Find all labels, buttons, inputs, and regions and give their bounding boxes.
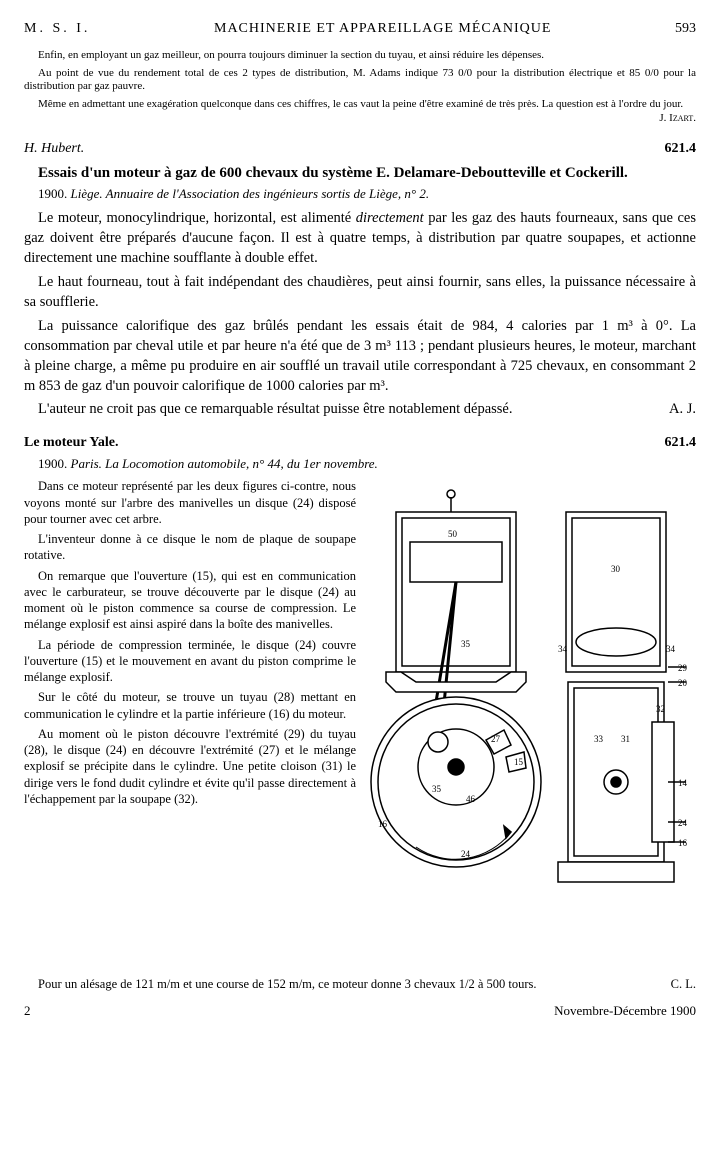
article1-p1a: Le moteur, monocylindrique, horizontal, … — [38, 210, 356, 226]
article2-code: 621.4 — [665, 434, 697, 453]
article2-citation: 1900. Paris. La Locomotion automobile, n… — [24, 455, 696, 473]
article1-cite-rest: Liège. Annuaire de l'Association des ing… — [71, 186, 430, 201]
article2-p7: Pour un alésage de 121 m/m et une course… — [24, 976, 537, 993]
page-footer: 2 Novembre-Décembre 1900 — [24, 1002, 696, 1020]
article2-head: Le moteur Yale. 621.4 — [24, 434, 696, 453]
article1-sig-line: L'auteur ne croit pas que ce remarquable… — [24, 400, 696, 420]
article2-signature: C. L. — [671, 976, 696, 993]
intro-p3: Même en admettant une exagération quelco… — [24, 98, 696, 112]
footer-right: Novembre-Décembre 1900 — [554, 1002, 696, 1020]
article1-p3: La puissance calorifique des gaz brûlés … — [24, 316, 696, 396]
label-31: 31 — [621, 734, 630, 744]
article1-cite-year: 1900. — [38, 186, 71, 201]
label-33: 33 — [594, 734, 604, 744]
intro-signature: J. Izart. — [645, 112, 696, 126]
article2-cite-rest: Paris. La Locomotion automobile, n° 44, … — [71, 456, 378, 471]
label-16: 16 — [378, 819, 388, 829]
label-15: 15 — [514, 757, 524, 767]
article1-author: H. Hubert. — [24, 140, 84, 159]
article1-signature: A. J. — [669, 400, 696, 420]
header-center: MACHINERIE ET APPAREILLAGE MÉCANIQUE — [214, 20, 551, 39]
article2-cite-year: 1900. — [38, 456, 71, 471]
article1-p1: Le moteur, monocylindrique, horizontal, … — [24, 208, 696, 268]
article2-body: 50 35 27 15 24 46 16 35 — [24, 478, 696, 992]
footer-left: 2 — [24, 1002, 31, 1020]
article2-title: Le moteur Yale. — [24, 434, 118, 453]
label-46: 46 — [466, 794, 476, 804]
label-30: 30 — [611, 564, 621, 574]
header-left: M. S. I. — [24, 20, 90, 39]
article1-title: Essais d'un moteur à gaz de 600 chevaux … — [24, 163, 696, 183]
label-20: 20 — [678, 678, 688, 688]
label-34b: 34 — [666, 644, 676, 654]
label-24a: 24 — [461, 849, 471, 859]
label-29: 29 — [678, 663, 688, 673]
intro-p2: Au point de vue du rendement total de ce… — [24, 67, 696, 95]
label-27: 27 — [491, 734, 501, 744]
engine-figure: 50 35 27 15 24 46 16 35 — [366, 482, 696, 967]
label-32: 32 — [656, 704, 665, 714]
article1-citation: 1900. Liège. Annuaire de l'Association d… — [24, 185, 696, 203]
intro-p3-text: Même en admettant une exagération quelco… — [38, 98, 683, 110]
label-24b: 24 — [678, 818, 688, 828]
page-number: 593 — [675, 20, 696, 39]
article1-p4: L'auteur ne croit pas que ce remarquable… — [24, 400, 512, 420]
label-35a: 35 — [461, 639, 471, 649]
article1-head: H. Hubert. 621.4 — [24, 140, 696, 159]
article1-p2: Le haut fourneau, tout à fait indépendan… — [24, 272, 696, 312]
label-50: 50 — [448, 529, 458, 539]
intro-p1: Enfin, en employant un gaz meilleur, on … — [24, 49, 696, 63]
engine-diagram-icon: 50 35 27 15 24 46 16 35 — [366, 482, 696, 962]
label-14: 14 — [678, 778, 688, 788]
article2-sig-line: Pour un alésage de 121 m/m et une course… — [24, 976, 696, 993]
label-34a: 34 — [558, 644, 568, 654]
article1-p1b: directement — [356, 210, 424, 226]
page-header: M. S. I. MACHINERIE ET APPAREILLAGE MÉCA… — [24, 20, 696, 39]
article1-code: 621.4 — [665, 140, 697, 159]
label-35b: 35 — [432, 784, 442, 794]
label-16b: 16 — [678, 838, 688, 848]
